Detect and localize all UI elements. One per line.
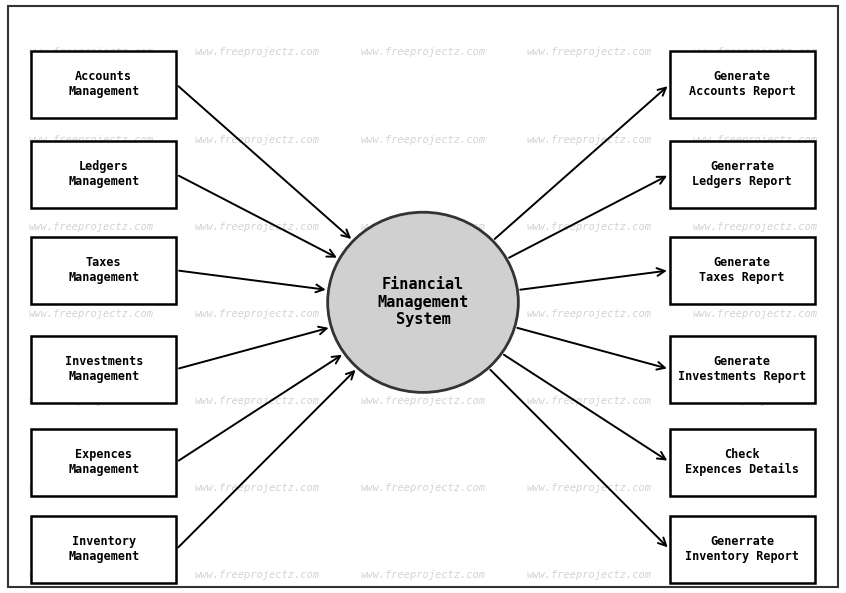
Text: www.freeprojectz.com: www.freeprojectz.com bbox=[29, 135, 154, 145]
Text: www.freeprojectz.com: www.freeprojectz.com bbox=[526, 309, 651, 319]
Text: www.freeprojectz.com: www.freeprojectz.com bbox=[29, 47, 154, 58]
Text: www.freeprojectz.com: www.freeprojectz.com bbox=[360, 47, 486, 58]
Text: Accounts
Management: Accounts Management bbox=[69, 71, 140, 98]
FancyBboxPatch shape bbox=[670, 336, 815, 403]
Text: www.freeprojectz.com: www.freeprojectz.com bbox=[29, 396, 154, 406]
Text: www.freeprojectz.com: www.freeprojectz.com bbox=[29, 483, 154, 493]
Text: www.freeprojectz.com: www.freeprojectz.com bbox=[526, 47, 651, 58]
Text: www.freeprojectz.com: www.freeprojectz.com bbox=[195, 309, 320, 319]
Text: Check
Expences Details: Check Expences Details bbox=[685, 448, 799, 476]
Text: Financial
Management
System: Financial Management System bbox=[377, 278, 469, 327]
Text: www.freeprojectz.com: www.freeprojectz.com bbox=[692, 483, 817, 493]
Text: Taxes
Management: Taxes Management bbox=[69, 256, 140, 285]
Text: www.freeprojectz.com: www.freeprojectz.com bbox=[526, 396, 651, 406]
Text: www.freeprojectz.com: www.freeprojectz.com bbox=[195, 570, 320, 581]
Text: www.freeprojectz.com: www.freeprojectz.com bbox=[692, 396, 817, 406]
Text: www.freeprojectz.com: www.freeprojectz.com bbox=[29, 222, 154, 232]
Text: www.freeprojectz.com: www.freeprojectz.com bbox=[195, 47, 320, 58]
FancyBboxPatch shape bbox=[670, 237, 815, 304]
Text: www.freeprojectz.com: www.freeprojectz.com bbox=[526, 570, 651, 581]
Ellipse shape bbox=[327, 212, 519, 393]
Text: www.freeprojectz.com: www.freeprojectz.com bbox=[360, 309, 486, 319]
Text: Generate
Accounts Report: Generate Accounts Report bbox=[689, 71, 795, 98]
Text: www.freeprojectz.com: www.freeprojectz.com bbox=[360, 570, 486, 581]
FancyBboxPatch shape bbox=[670, 429, 815, 496]
Text: www.freeprojectz.com: www.freeprojectz.com bbox=[692, 309, 817, 319]
FancyBboxPatch shape bbox=[670, 516, 815, 583]
Text: www.freeprojectz.com: www.freeprojectz.com bbox=[692, 135, 817, 145]
Text: www.freeprojectz.com: www.freeprojectz.com bbox=[29, 309, 154, 319]
Text: Ledgers
Management: Ledgers Management bbox=[69, 161, 140, 189]
Text: www.freeprojectz.com: www.freeprojectz.com bbox=[526, 222, 651, 232]
Text: www.freeprojectz.com: www.freeprojectz.com bbox=[360, 135, 486, 145]
Text: www.freeprojectz.com: www.freeprojectz.com bbox=[29, 570, 154, 581]
Text: www.freeprojectz.com: www.freeprojectz.com bbox=[195, 222, 320, 232]
Text: Investments
Management: Investments Management bbox=[64, 355, 143, 383]
FancyBboxPatch shape bbox=[31, 336, 176, 403]
FancyBboxPatch shape bbox=[31, 51, 176, 118]
FancyBboxPatch shape bbox=[670, 51, 815, 118]
Text: www.freeprojectz.com: www.freeprojectz.com bbox=[360, 222, 486, 232]
Text: www.freeprojectz.com: www.freeprojectz.com bbox=[195, 396, 320, 406]
FancyBboxPatch shape bbox=[31, 516, 176, 583]
Text: www.freeprojectz.com: www.freeprojectz.com bbox=[692, 570, 817, 581]
Text: Inventory
Management: Inventory Management bbox=[69, 535, 140, 563]
Text: Generate
Investments Report: Generate Investments Report bbox=[678, 355, 806, 383]
Text: www.freeprojectz.com: www.freeprojectz.com bbox=[195, 135, 320, 145]
Text: Expences
Management: Expences Management bbox=[69, 448, 140, 476]
Text: www.freeprojectz.com: www.freeprojectz.com bbox=[526, 483, 651, 493]
Text: Generrate
Ledgers Report: Generrate Ledgers Report bbox=[692, 161, 792, 189]
Text: www.freeprojectz.com: www.freeprojectz.com bbox=[526, 135, 651, 145]
FancyBboxPatch shape bbox=[31, 141, 176, 208]
FancyBboxPatch shape bbox=[670, 141, 815, 208]
Text: www.freeprojectz.com: www.freeprojectz.com bbox=[360, 396, 486, 406]
Text: www.freeprojectz.com: www.freeprojectz.com bbox=[195, 483, 320, 493]
Text: Generrate
Inventory Report: Generrate Inventory Report bbox=[685, 535, 799, 563]
Text: www.freeprojectz.com: www.freeprojectz.com bbox=[360, 483, 486, 493]
Text: www.freeprojectz.com: www.freeprojectz.com bbox=[692, 47, 817, 58]
FancyBboxPatch shape bbox=[31, 429, 176, 496]
FancyBboxPatch shape bbox=[31, 237, 176, 304]
Text: Generate
Taxes Report: Generate Taxes Report bbox=[700, 256, 785, 285]
Text: www.freeprojectz.com: www.freeprojectz.com bbox=[692, 222, 817, 232]
